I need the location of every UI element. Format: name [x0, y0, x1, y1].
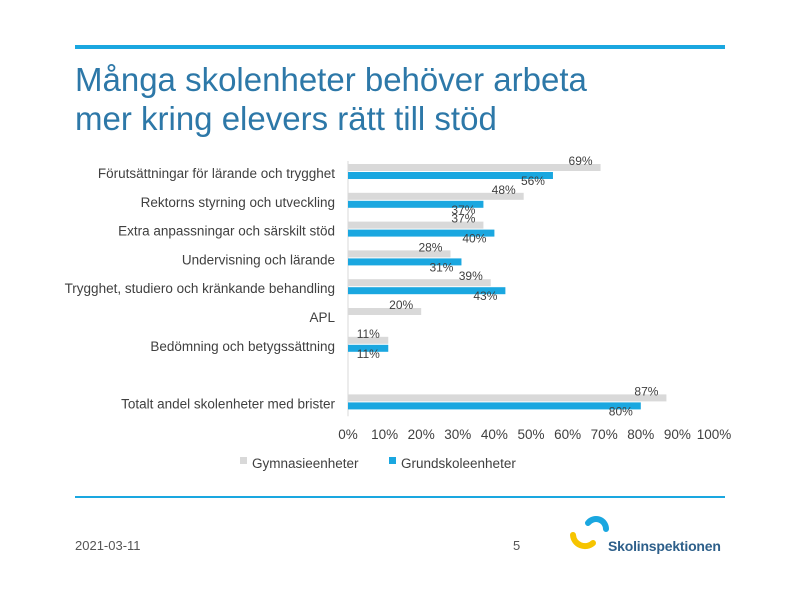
legend-swatch-grundskoleenheter — [389, 457, 396, 464]
logo-mark-icon — [570, 516, 609, 550]
page-number: 5 — [513, 538, 521, 553]
slide-title-line-2: mer kring elevers rätt till stöd — [75, 100, 497, 137]
skolinspektionen-logo: Skolinspektionen — [568, 515, 738, 560]
data-label-gymnasieenheter: 28% — [418, 240, 442, 254]
footer-date: 2021-03-11 — [75, 538, 141, 553]
x-tick-label: 50% — [517, 427, 544, 442]
data-label-grundskoleenheter: 31% — [429, 260, 453, 274]
data-label-grundskoleenheter: 43% — [473, 289, 497, 303]
x-tick-label: 60% — [554, 427, 581, 442]
slide-title: Många skolenheter behöver arbeta mer kri… — [75, 60, 735, 138]
data-label-grundskoleenheter: 80% — [609, 404, 633, 418]
category-label: APL — [309, 310, 335, 325]
x-tick-label: 30% — [444, 427, 471, 442]
data-label-grundskoleenheter: 37% — [451, 203, 475, 217]
bar-gymnasieenheter — [348, 221, 484, 229]
bar-grundskoleenheter — [348, 229, 495, 237]
data-label-gymnasieenheter: 39% — [459, 269, 483, 283]
x-tick-label: 100% — [697, 427, 732, 442]
bar-gymnasieenheter — [348, 394, 667, 402]
category-label: Trygghet, studiero och kränkande behandl… — [65, 281, 335, 296]
x-tick-label: 40% — [481, 427, 508, 442]
category-label: Totalt andel skolenheter med brister — [121, 396, 335, 411]
bar-gymnasieenheter — [348, 308, 422, 315]
bar-grundskoleenheter — [348, 287, 506, 295]
data-label-gymnasieenheter: 87% — [634, 384, 658, 398]
data-label-gymnasieenheter: 11% — [357, 327, 380, 341]
bar-grundskoleenheter — [348, 172, 553, 179]
legend-label-grundskoleenheter: Grundskoleenheter — [401, 456, 516, 471]
x-tick-label: 90% — [664, 427, 691, 442]
data-label-grundskoleenheter: 56% — [521, 174, 545, 188]
category-label: Extra anpassningar och särskilt stöd — [118, 224, 335, 239]
top-accent-rule — [75, 45, 725, 49]
bottom-accent-rule — [75, 496, 725, 498]
category-label: Förutsättningar för lärande och trygghet — [98, 166, 335, 181]
category-label: Undervisning och lärande — [182, 252, 335, 267]
data-label-grundskoleenheter: 11% — [357, 347, 380, 361]
bar-gymnasieenheter — [348, 164, 601, 171]
bar-grundskoleenheter — [348, 200, 484, 208]
x-tick-label: 70% — [591, 427, 618, 442]
bar-gymnasieenheter — [348, 336, 389, 344]
data-label-gymnasieenheter: 20% — [389, 298, 413, 312]
bar-gymnasieenheter — [348, 279, 491, 287]
bar-gymnasieenheter — [348, 192, 524, 200]
category-label: Rektorns styrning och utveckling — [141, 195, 335, 210]
data-label-gymnasieenheter: 48% — [492, 183, 516, 197]
x-tick-label: 80% — [627, 427, 654, 442]
x-tick-label: 0% — [338, 427, 358, 442]
x-tick-label: 10% — [371, 427, 398, 442]
legend-label-gymnasieenheter: Gymnasieenheter — [252, 456, 359, 471]
data-label-gymnasieenheter: 69% — [569, 154, 593, 168]
data-label-grundskoleenheter: 40% — [462, 232, 486, 246]
x-tick-label: 20% — [408, 427, 435, 442]
data-label-gymnasieenheter: 37% — [451, 212, 475, 226]
bar-gymnasieenheter — [348, 250, 451, 258]
bar-grundskoleenheter — [348, 344, 389, 352]
legend-swatch-gymnasieenheter — [240, 457, 247, 464]
logo-text: Skolinspektionen — [608, 538, 721, 554]
bar-grundskoleenheter — [348, 258, 462, 266]
category-label: Bedömning och betygssättning — [150, 339, 335, 354]
slide-title-line-1: Många skolenheter behöver arbeta — [75, 61, 587, 98]
bar-grundskoleenheter — [348, 402, 641, 410]
